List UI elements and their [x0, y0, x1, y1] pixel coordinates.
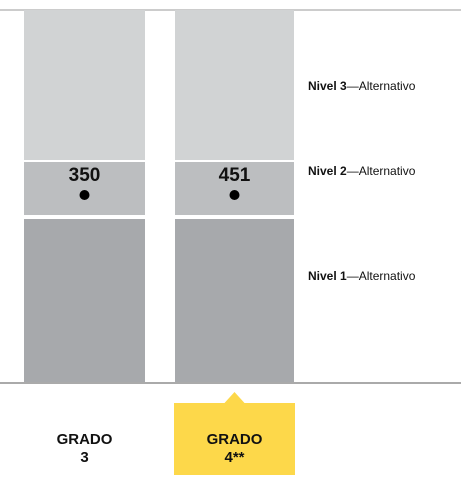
level-name: Nivel 1 [308, 269, 347, 283]
level-name: Nivel 2 [308, 164, 347, 178]
grade-number: 4** [224, 449, 244, 466]
level-suffix: —Alternativo [347, 269, 416, 283]
level-label: Nivel 1—Alternativo [308, 269, 416, 283]
score-dot [229, 190, 240, 200]
score-label: 451 [219, 165, 251, 186]
level-band [175, 219, 294, 382]
level-band [24, 162, 145, 215]
score-label: 350 [69, 165, 101, 186]
level-name: Nivel 3 [308, 79, 347, 93]
level-label: Nivel 2—Alternativo [308, 164, 416, 178]
level-suffix: —Alternativo [347, 164, 416, 178]
grade-highlight [174, 392, 295, 475]
level-suffix: —Alternativo [347, 79, 416, 93]
grade-label: GRADO [57, 431, 113, 448]
grade-number: 3 [80, 449, 88, 466]
level-band [175, 10, 294, 160]
level-band [175, 162, 294, 215]
grade-label: GRADO [207, 431, 263, 448]
level-band [24, 10, 145, 160]
level-label: Nivel 3—Alternativo [308, 79, 416, 93]
level-band [24, 219, 145, 382]
score-dot [79, 190, 90, 200]
